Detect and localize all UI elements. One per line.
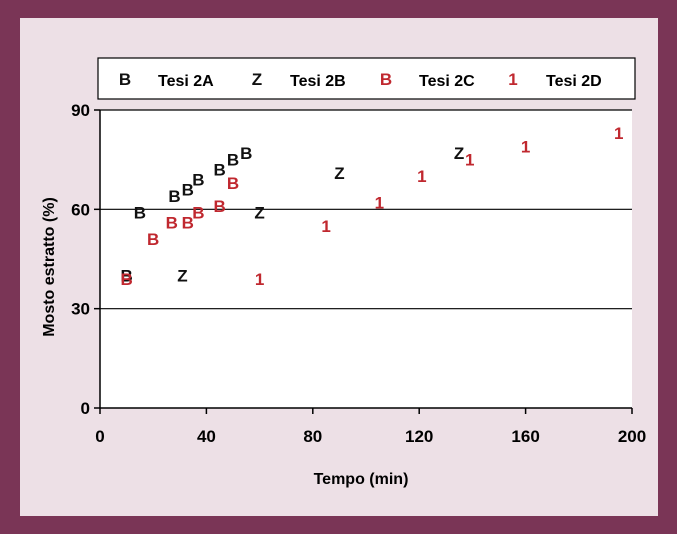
y-tick-label: 30	[71, 300, 90, 319]
data-point: 1	[321, 217, 330, 236]
data-point: B	[240, 144, 252, 163]
data-point: B	[134, 204, 146, 223]
x-tick-label: 200	[618, 427, 646, 446]
x-tick-label: 0	[95, 427, 104, 446]
data-point: B	[214, 197, 226, 216]
data-point: Z	[334, 164, 344, 183]
data-point: B	[120, 270, 132, 289]
data-point: 1	[375, 194, 384, 213]
legend-entry: Tesi 2C	[419, 73, 475, 90]
x-tick-label: 80	[303, 427, 322, 446]
legend-entry: Tesi 2D	[546, 73, 602, 90]
data-point: 1	[417, 167, 426, 186]
x-tick-label: 120	[405, 427, 433, 446]
data-point: B	[214, 161, 226, 180]
data-point: B	[192, 204, 204, 223]
y-axis-title: Mosto estratto (%)	[41, 197, 58, 337]
data-point: 1	[614, 124, 623, 143]
data-point: B	[120, 267, 132, 286]
legend-marker: B	[380, 70, 392, 89]
data-point: B	[168, 187, 180, 206]
data-point: Z	[454, 144, 464, 163]
data-point: B	[182, 214, 194, 233]
data-point: B	[147, 230, 159, 249]
data-point: 1	[465, 151, 474, 170]
data-point: 1	[521, 137, 530, 156]
data-point: B	[227, 151, 239, 170]
data-point: Z	[177, 267, 187, 286]
data-point: B	[192, 171, 204, 190]
legend-box	[97, 57, 636, 100]
data-point: B	[182, 180, 194, 199]
y-tick-label: 60	[71, 200, 90, 219]
plot-area	[100, 110, 632, 408]
legend-marker: Z	[252, 70, 262, 89]
legend-marker: B	[119, 70, 131, 89]
legend-marker: 1	[508, 70, 517, 89]
y-tick-label: 90	[71, 101, 90, 120]
legend-entry: Tesi 2A	[158, 73, 214, 90]
data-point: 1	[255, 270, 264, 289]
data-point: B	[227, 174, 239, 193]
x-tick-label: 160	[511, 427, 539, 446]
data-point: B	[166, 214, 178, 233]
y-tick-label: 0	[81, 399, 90, 418]
x-tick-label: 40	[197, 427, 216, 446]
legend-entry: Tesi 2B	[290, 73, 346, 90]
data-point: Z	[254, 204, 264, 223]
x-axis-title: Tempo (min)	[314, 471, 409, 488]
